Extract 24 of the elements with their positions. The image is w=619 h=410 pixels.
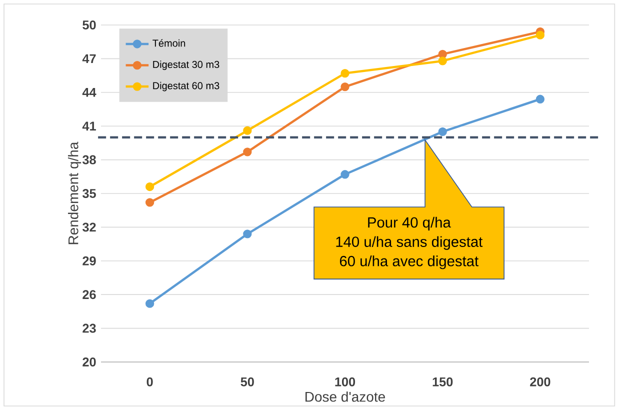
y-tick-label: 20 — [82, 358, 96, 366]
y-tick-label: 23 — [82, 324, 96, 333]
x-axis-title: Dose d'azote — [306, 391, 385, 402]
legend-label: Digestat 30 m3 — [153, 60, 220, 70]
y-tick-label: 44 — [82, 88, 96, 97]
x-tick-label: 200 — [530, 377, 550, 386]
y-tick-label: 35 — [82, 188, 96, 198]
y-tick-label: 26 — [82, 290, 96, 300]
legend-label: Témoin — [152, 39, 186, 47]
annotation: 60 u/ha avec digestat — [340, 256, 479, 270]
annotation: 140 u/ha sans digestat — [336, 236, 483, 250]
x-tick-label: 100 — [335, 377, 356, 386]
x-tick-label: 50 — [240, 377, 254, 386]
y-tick-label: 29 — [82, 256, 96, 266]
y-tick-label: 50 — [82, 20, 96, 30]
legend-label: Digestat 60 m3 — [153, 82, 220, 92]
y-tick-label: 32 — [82, 222, 96, 232]
y-tick-label: 38 — [82, 155, 96, 164]
annotation: Pour 40 q/ha — [368, 216, 451, 231]
x-tick-label: 0 — [146, 377, 153, 386]
x-tick-label: 150 — [432, 377, 453, 386]
y-axis-title: Rendement q/ha — [68, 142, 82, 244]
y-tick-label: 41 — [82, 122, 96, 130]
y-tick-label: 47 — [82, 54, 96, 64]
